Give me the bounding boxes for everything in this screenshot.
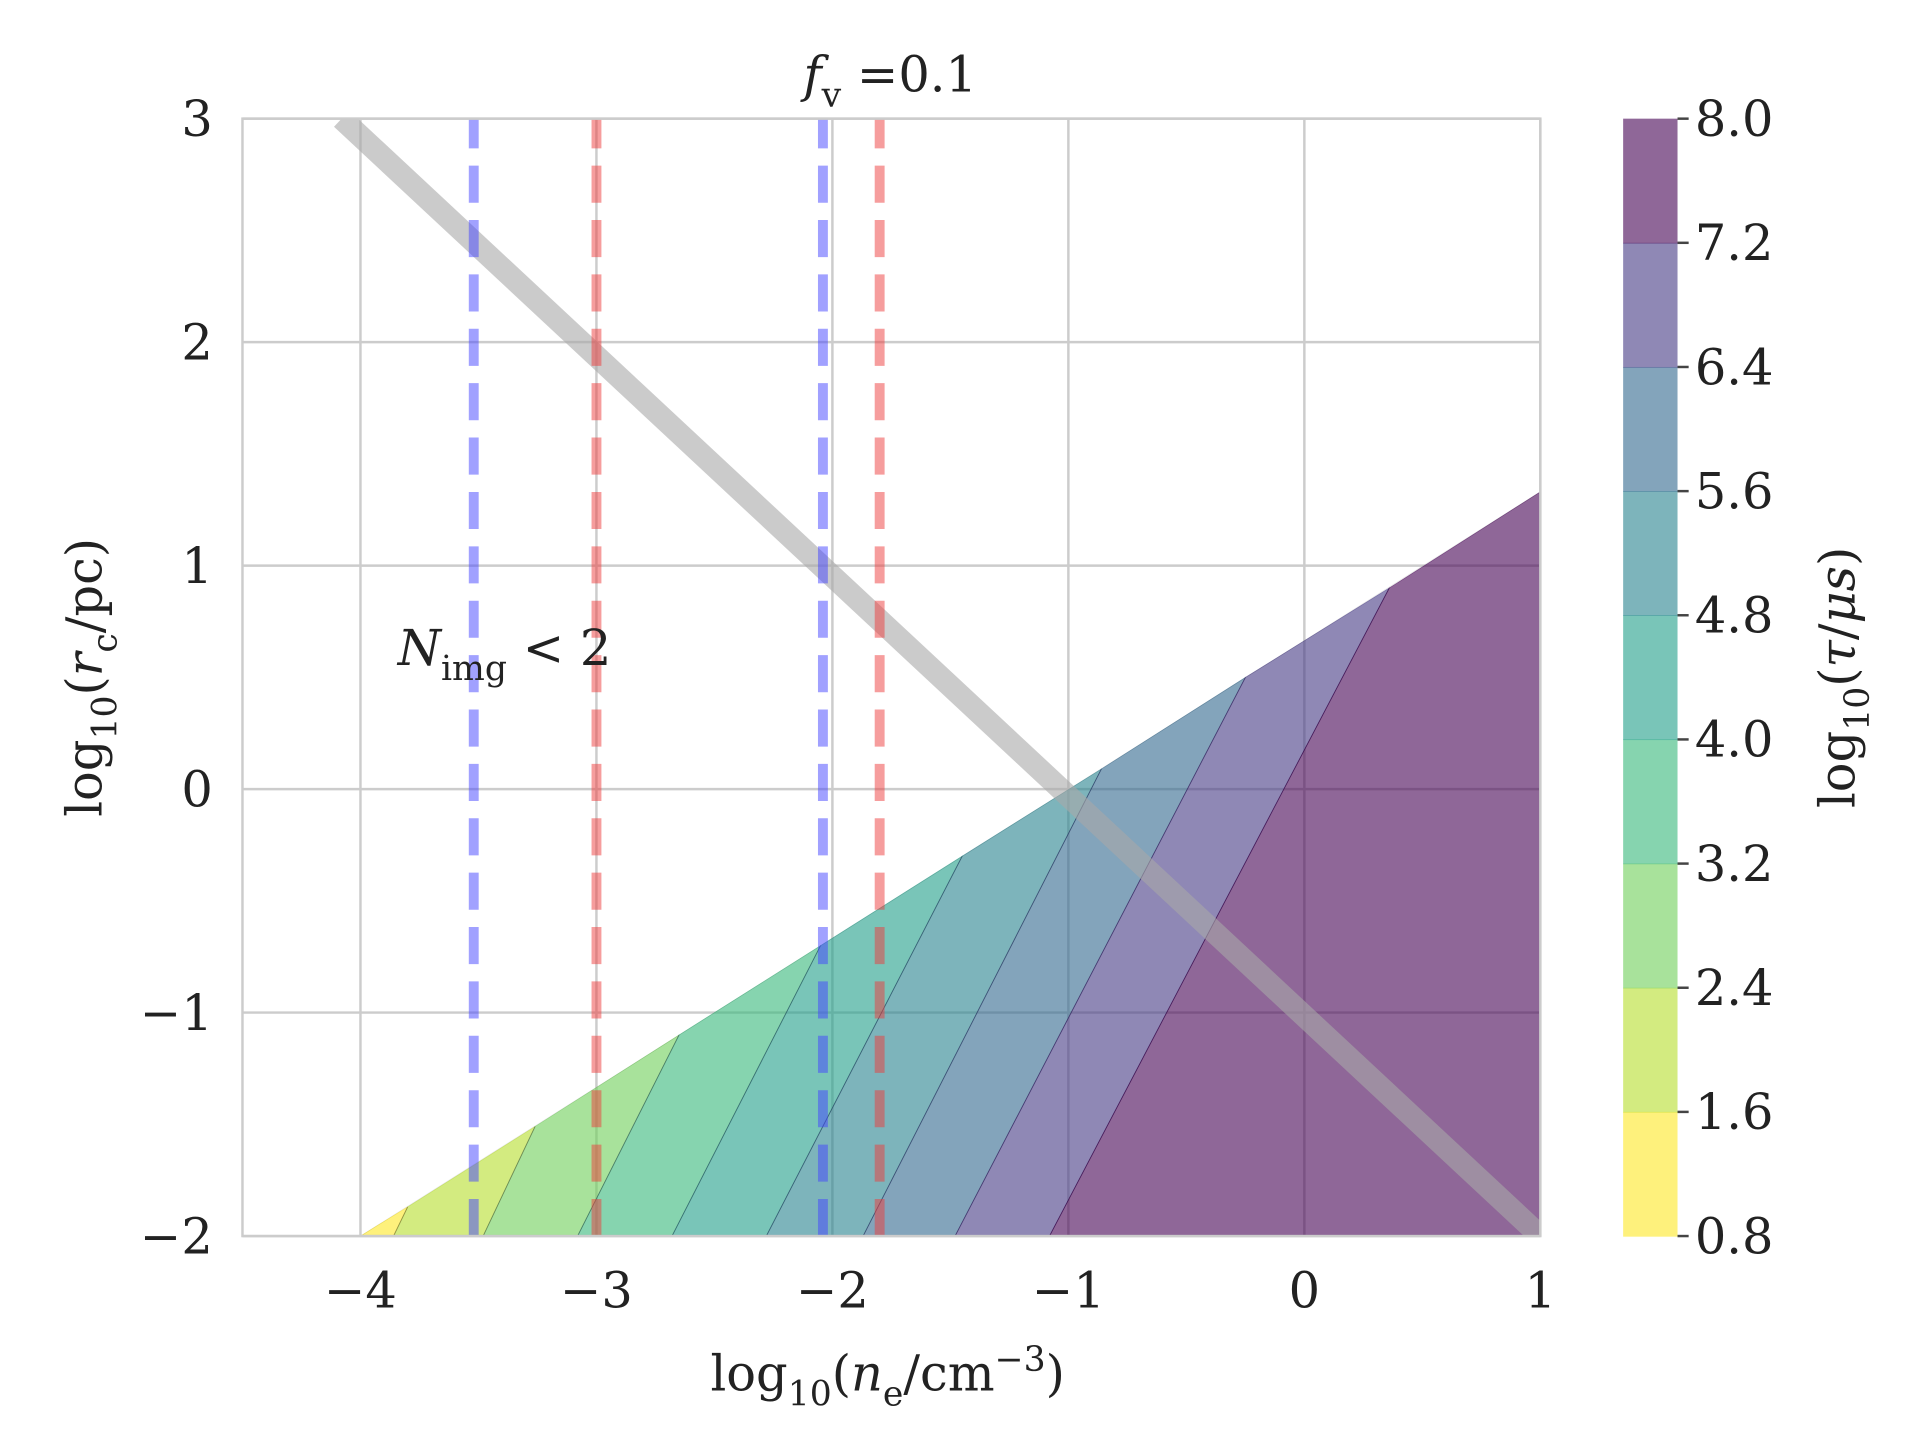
y-axis-label: log10(rc/pc) [56,538,126,817]
y-tick-label: −1 [140,984,213,1042]
x-axis-label-part: n [851,1345,883,1403]
x-tick-label: −2 [796,1262,869,1320]
y-tick-label: 2 [181,313,212,371]
colorbar-label-part: ) [1808,547,1866,566]
x-tick-label: −3 [560,1262,633,1320]
contour-line [482,1126,536,1237]
labels: −4 −3 −2 −1 0 1 −2 −1 0 1 2 3 0.8 1.6 2.4 3.2 4.0 4.8 5.6 6… [56,45,1879,1414]
x-axis-label-part: e [883,1374,903,1414]
contour-band [1049,491,1541,1237]
colorbar-label-part: log [1808,731,1866,808]
annotation-part: < 2 [507,619,611,677]
colorbar-tick-label: 1.6 [1695,1083,1774,1141]
contour-line [671,945,822,1237]
colorbar-label-part: 10 [1838,687,1878,731]
colorbar-label-part: ( [1808,667,1866,686]
colorbar-label-part: / [1808,623,1866,640]
y-axis-label-part: /pc) [56,538,114,633]
chart-title: fv =0.1 [799,45,977,115]
contour-line [954,677,1246,1237]
region-edge [360,491,1541,1237]
x-tick-label: 1 [1525,1262,1556,1320]
y-tick-label: 0 [181,760,212,818]
colorbar-tick-label: 4.0 [1695,711,1774,769]
x-axis-label-part: ) [1046,1345,1065,1403]
colorbar-swatch [1623,242,1678,368]
colorbar-tick-label: 4.8 [1695,587,1774,645]
x-tick-label: −1 [1032,1262,1105,1320]
colorbar-swatch [1623,118,1678,244]
contour-line [765,855,963,1237]
colorbar-tick-label: 7.2 [1695,214,1774,272]
colorbar-swatch [1623,491,1678,616]
x-axis-label: log10(ne/cm−3) [710,1340,1064,1415]
colorbar-swatch [1623,987,1678,1113]
x-axis-label-part: −3 [995,1340,1046,1380]
colorbar-tick-label: 8.0 [1695,90,1774,148]
contour-line [1049,587,1390,1237]
colorbar-swatch [1623,615,1678,741]
contour-line [862,768,1102,1237]
colorbar-tick-label: 5.6 [1695,462,1774,520]
y-axis-label-part: 10 [85,696,125,740]
colorbar-tick-label: 0.8 [1695,1207,1774,1265]
chart-title-part: =0.1 [841,45,977,103]
x-axis-label-part: log [710,1345,787,1403]
y-axis-label-part: r [56,649,114,676]
annotation: Nimg < 2 [397,619,612,689]
colorbar-swatch [1623,1111,1678,1237]
reference-band [334,118,1541,1237]
colorbar-swatch [1623,739,1678,865]
x-axis-label-part: 10 [788,1374,832,1414]
colorbar-swatch [1623,863,1678,989]
y-tick-label: 3 [181,90,212,148]
x-axis-label-part: /cm [903,1345,994,1403]
colorbar-tick-label: 3.2 [1695,835,1774,893]
colorbar-label-part: μs [1808,566,1866,624]
x-tick-label: −4 [324,1262,397,1320]
contour-line [393,1206,409,1237]
plot-area [334,118,1541,1237]
colorbar-tick-label: 6.4 [1695,338,1774,396]
colorbar-tick-label: 2.4 [1695,959,1774,1017]
colorbar-swatch [1623,366,1678,492]
annotation-part: N [397,619,443,677]
colorbar-label: log10(τ/μs) [1808,547,1878,808]
y-axis-label-part: c [85,633,125,652]
colorbar-label-part: τ [1808,639,1866,667]
y-axis-label-part: ( [56,676,114,695]
annotation-part: img [441,649,507,689]
y-tick-label: 1 [181,537,212,595]
axes-frame [241,117,1542,1238]
chart-title-part: v [821,75,842,115]
x-axis-label-part: ( [832,1345,851,1403]
x-tick-label: 0 [1289,1262,1320,1320]
y-tick-label: −2 [140,1207,213,1265]
y-axis-label-part: log [56,740,114,817]
